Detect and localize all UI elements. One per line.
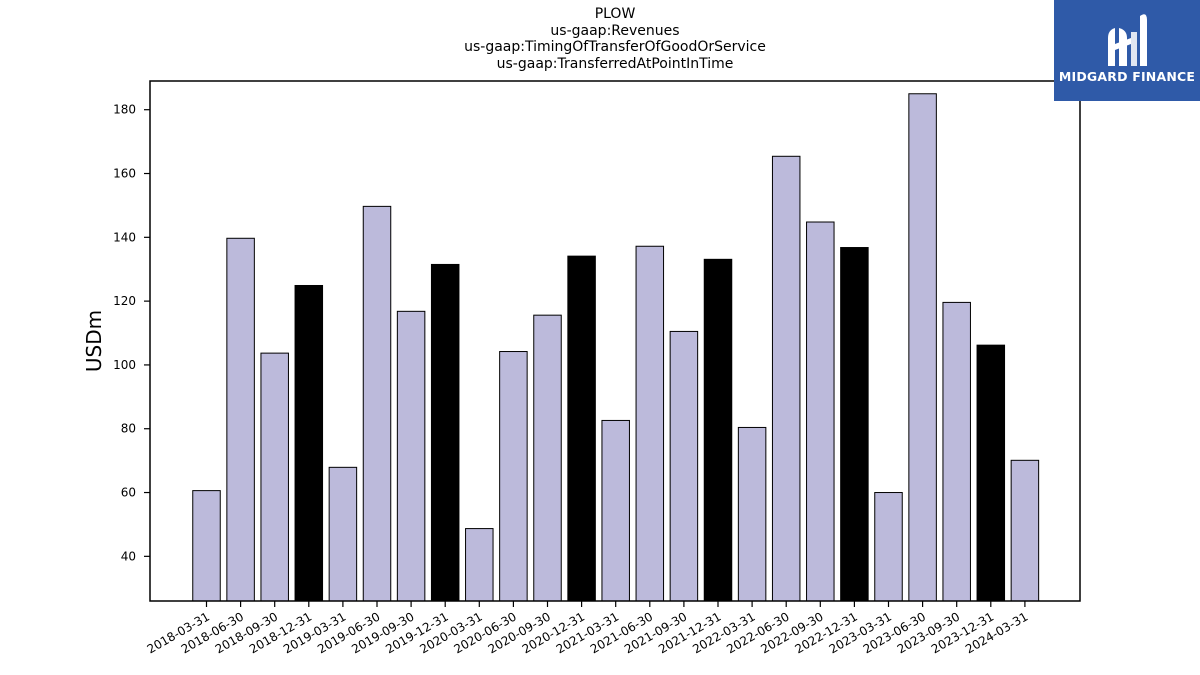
bar [430,263,460,602]
y-axis-label: USDm [82,310,106,372]
chart-title: PLOW [594,6,636,22]
bar [942,301,971,602]
logo-text: MIDGARD FINANCE [1058,69,1196,84]
bar [771,155,801,602]
midgard-logo-icon [1108,14,1147,66]
bar [806,221,835,602]
y-tick-label: 40 [121,549,136,563]
bar [908,93,937,602]
bar [669,330,699,602]
y-tick-label: 180 [113,103,136,117]
y-tick-label: 140 [113,230,136,244]
chart-title-block: PLOW us-gaap:Revenues us-gaap:TimingOfTr… [415,6,815,72]
chart-subtitle-1: us-gaap:Revenues [550,22,680,39]
bar [703,258,733,602]
bar [499,351,528,602]
bar [567,255,596,602]
y-tick-label: 100 [113,358,136,372]
y-tick-label: 160 [113,167,136,181]
y-tick-label: 80 [121,422,136,436]
bar [260,352,289,602]
bar [396,310,426,602]
bar [874,492,903,602]
y-tick-label: 60 [121,486,136,500]
bar [328,466,358,602]
bar [737,426,767,602]
bar [465,528,494,602]
bar [1010,459,1040,602]
bar [635,245,665,602]
bar [226,237,255,602]
plot-frame [149,80,1081,602]
bar [976,344,1006,602]
bar [192,490,221,602]
bar [840,247,869,602]
chart-subtitle-3: us-gaap:TransferredAtPointInTime [496,55,734,72]
bar [362,205,392,602]
bar [533,314,562,602]
bar [294,284,324,602]
y-tick-label: 120 [113,294,136,308]
bar [601,419,630,602]
chart-subtitle-2: us-gaap:TimingOfTransferOfGoodOrService [464,39,766,55]
